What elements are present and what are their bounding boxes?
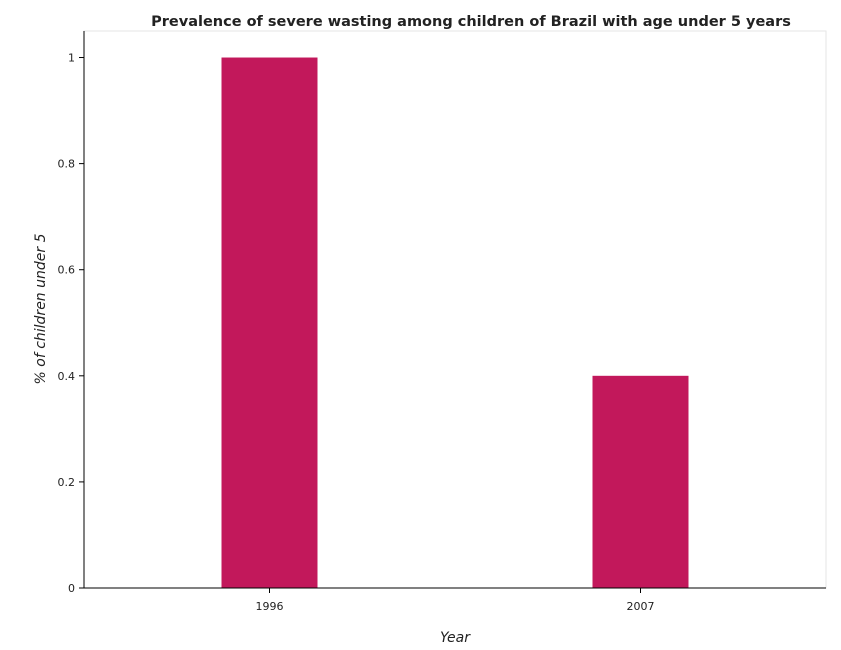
chart-title: Prevalence of severe wasting among child… <box>151 14 791 30</box>
y-tick-label: 0.8 <box>58 158 76 171</box>
bar-1996 <box>221 57 318 589</box>
y-axis-label: % of children under 5 <box>33 233 49 384</box>
y-tick-label: 1 <box>68 52 75 65</box>
x-axis-ticks: 1996 2007 <box>256 588 655 613</box>
bars <box>221 57 689 589</box>
x-tick-label-1996: 1996 <box>256 600 284 613</box>
plot-frame <box>83 30 827 589</box>
bar-2007 <box>592 375 689 588</box>
y-tick-label: 0 <box>68 582 75 595</box>
y-tick-label: 0.4 <box>58 370 76 383</box>
y-tick-label: 0.2 <box>58 476 76 489</box>
y-axis-ticks: 0 0.2 0.4 0.6 0.8 1 <box>58 52 84 595</box>
x-tick-label-2007: 2007 <box>627 600 655 613</box>
y-tick-label: 0.6 <box>58 264 76 277</box>
x-axis-label: Year <box>440 630 471 646</box>
